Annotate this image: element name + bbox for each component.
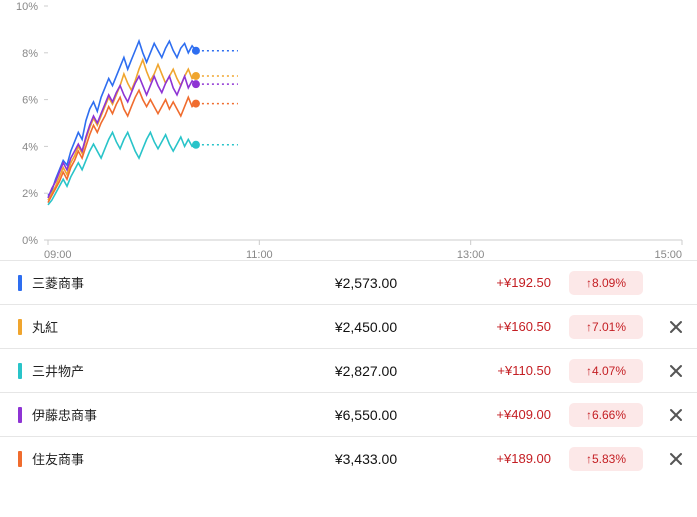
series-end-dot-mitsui [192, 141, 200, 149]
stock-name: 丸紅 [32, 317, 291, 336]
stock-name: 三菱商事 [32, 273, 291, 292]
stock-change: +¥409.00 [441, 407, 551, 422]
stock-change: +¥189.00 [441, 451, 551, 466]
series-end-dot-itochu [192, 80, 200, 88]
stock-change: +¥160.50 [441, 319, 551, 334]
stock-pct-badge: ↑4.07% [569, 359, 643, 383]
table-row[interactable]: 伊藤忠商事¥6,550.00+¥409.00 ↑6.66% [0, 392, 697, 436]
y-tick-label: 0% [22, 235, 38, 247]
series-end-dot-mitsubishi [192, 47, 200, 55]
x-tick-label: 11:00 [246, 249, 273, 260]
series-swatch [18, 363, 22, 379]
table-row[interactable]: 住友商事¥3,433.00+¥189.00 ↑5.83% [0, 436, 697, 480]
stock-name: 伊藤忠商事 [32, 405, 291, 424]
stock-price: ¥6,550.00 [291, 407, 441, 423]
series-end-dot-sumitomo [192, 100, 200, 108]
close-icon [669, 408, 683, 422]
remove-button[interactable] [655, 407, 683, 423]
stock-price: ¥3,433.00 [291, 451, 441, 467]
stock-price: ¥2,450.00 [291, 319, 441, 335]
remove-button[interactable] [655, 451, 683, 467]
stock-change: +¥192.50 [441, 275, 551, 290]
close-icon [669, 320, 683, 334]
stock-pct-badge: ↑6.66% [569, 403, 643, 427]
table-row[interactable]: 三井物产¥2,827.00+¥110.50 ↑4.07% [0, 348, 697, 392]
series-line-mitsubishi [48, 41, 196, 195]
series-end-dot-marubeni [192, 72, 200, 80]
table-row[interactable]: 丸紅¥2,450.00+¥160.50 ↑7.01% [0, 304, 697, 348]
x-tick-label: 09:00 [44, 249, 72, 260]
y-tick-label: 8% [22, 48, 38, 60]
y-tick-label: 2% [22, 188, 38, 200]
stock-pct-badge: ↑8.09% [569, 271, 643, 295]
close-icon [669, 452, 683, 466]
stock-name: 三井物产 [32, 361, 291, 380]
remove-button[interactable] [655, 363, 683, 379]
stock-price: ¥2,573.00 [291, 275, 441, 291]
y-tick-label: 10% [16, 1, 38, 13]
series-swatch [18, 451, 22, 467]
stock-pct-badge: ↑5.83% [569, 447, 643, 471]
series-swatch [18, 275, 22, 291]
series-swatch [18, 407, 22, 423]
stock-price: ¥2,827.00 [291, 363, 441, 379]
y-tick-label: 6% [22, 95, 38, 107]
x-tick-label: 13:00 [457, 249, 485, 260]
series-line-sumitomo [48, 90, 196, 202]
stock-name: 住友商事 [32, 449, 291, 468]
remove-button[interactable] [655, 319, 683, 335]
table-row[interactable]: 三菱商事¥2,573.00+¥192.50 ↑8.09% [0, 260, 697, 304]
stock-table: 三菱商事¥2,573.00+¥192.50↑8.09%丸紅¥2,450.00+¥… [0, 260, 697, 480]
y-tick-label: 4% [22, 141, 38, 153]
close-icon [669, 364, 683, 378]
x-tick-label: 15:00 [654, 249, 682, 260]
stock-pct-badge: ↑7.01% [569, 315, 643, 339]
series-swatch [18, 319, 22, 335]
percent-change-chart: 0% 2% 4% 6% 8% 10% 09:00 11:00 13:00 15:00 [0, 0, 697, 260]
stock-change: +¥110.50 [441, 363, 551, 378]
